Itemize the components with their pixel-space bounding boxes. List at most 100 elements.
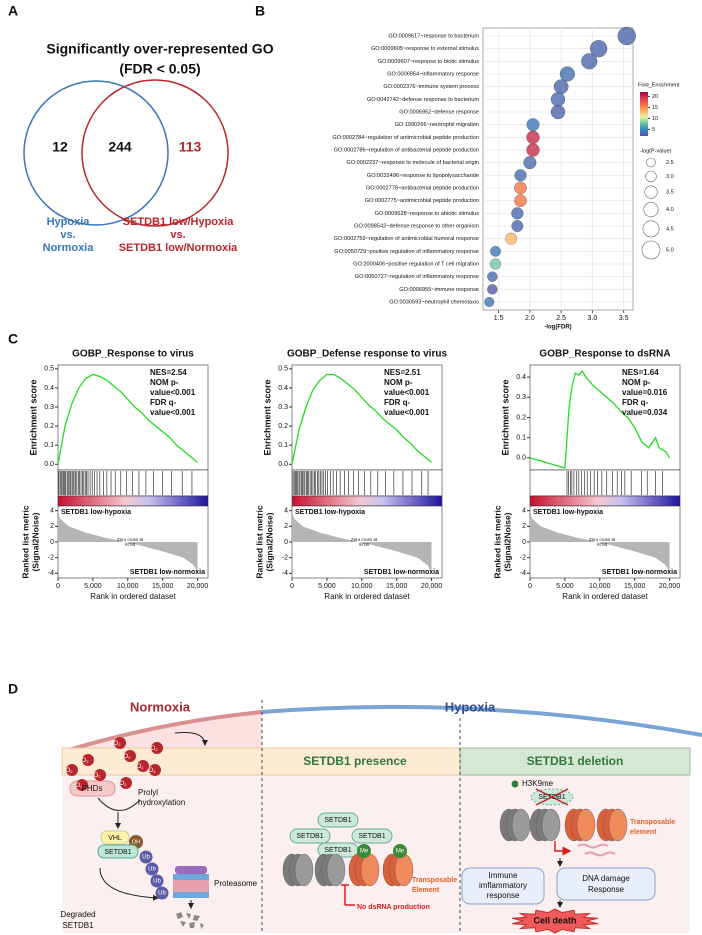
nucleosome [326,853,346,887]
o2-label: O2 [76,783,84,789]
dna-label: Response [588,885,625,894]
bubble [550,104,566,120]
ranking-heatbar [57,495,209,507]
category-label: GO:0009607~response to biotic stimulus [378,59,479,65]
inhibition [341,884,355,906]
oh-label: OH [132,839,140,845]
zero-cross: Zero cross at [117,537,144,542]
category-label: GO:0002759~regulation of antimicrobial h… [334,236,479,242]
bubble [487,284,498,295]
y-tick-label: 4 [522,508,526,515]
immune-label: Immune [489,871,518,880]
y-tick-label: 0.5 [44,366,54,373]
bubble [514,194,527,207]
x-tick-label: 3.5 [619,315,629,322]
setdb1-pill [97,844,139,859]
category-label: GO:0009605~response to external stimulus [371,46,479,52]
y-axis-label: Ranked list metric [254,505,264,578]
panel-label: A [8,3,18,19]
o2-symbol: O [76,783,81,789]
colorbar-label: 15 [652,105,658,111]
dna-box [556,867,656,901]
category-label: GO:0032496~response to lipopolysaccharid… [367,173,479,179]
te-label: Transposable [630,819,675,826]
x-tick-label: 20,000 [187,583,209,590]
gsea-stat: NOM p- [150,378,179,387]
x-tick-label: 5,000 [84,583,102,590]
y-tick-label: 0.0 [278,461,288,468]
fragment [176,912,183,919]
gsea-stat: value<0.001 [384,408,430,417]
gsea-stat: value<0.001 [150,408,196,417]
x-tick-label: 5,000 [318,583,336,590]
y-tick-label: 0.4 [44,385,54,392]
category-label: GO:0042742~defense response to bacterium [367,97,479,103]
venn-circle-right [81,79,229,227]
prolyl-label: hydroxylation [138,798,185,807]
gsea-stat: NES=2.51 [384,368,421,377]
band-title: SETDB1 deletion [527,754,624,768]
bubble [523,156,537,170]
gsea-stat: value<0.001 [150,388,196,397]
venn-count: 12 [52,139,68,155]
x-tick-label: 3.0 [588,315,598,322]
phenotype-label: SETDB1 low-hypoxia [533,509,603,516]
panel-label: D [8,681,18,697]
o2-circle [137,760,149,772]
venn-label: Normoxia [43,242,95,254]
o2-label: O2 [151,746,159,752]
setdb1-label: SETDB1 [104,849,131,856]
bubble [505,232,518,245]
prolyl-label: Prolyl [138,788,158,797]
nucleosome [294,853,314,887]
ub-circle [145,862,159,876]
o2-label: O2 [114,741,122,747]
metric-area [58,510,198,574]
venn-title: Significantly over-represented GO [46,41,273,57]
metric-area [292,510,432,574]
proteasome-ring [173,892,209,898]
rna [577,843,616,857]
bubble [526,118,540,132]
setdb1-label: SETDB1 [324,817,351,824]
o2-symbol: O [151,746,156,752]
phenotype-label: SETDB1 low-normoxia [602,569,677,576]
nucleosomes [282,808,628,887]
immune-box [461,867,545,905]
o2-label: O2 [149,768,157,774]
o2-symbol: O [124,754,129,760]
x-tick-label: 1.5 [494,315,504,322]
venn-label: SETDB1 low/Hypoxia [123,216,235,228]
cell-death-label: Cell death [533,915,576,925]
gsea-stat: NOM p- [384,378,413,387]
size-legend-circle [645,170,657,183]
o2-subscript: 2 [141,765,144,770]
y-axis-label: Ranked list metric [492,505,502,578]
bubble [590,40,608,58]
o2-label: O2 [120,781,128,787]
me-circle [357,844,371,858]
plot-title: GOBP_Response to virus [72,349,194,360]
x-tick-label: 10,000 [589,583,611,590]
legend-title: Fold_Enrichment [638,82,680,88]
category-label: GO:0006952~defense response [399,109,479,115]
x-tick-label: 20,000 [421,583,443,590]
size-legend-label: 4.5 [666,226,674,232]
es-line [291,373,432,465]
x-tick-label: 15,000 [152,583,174,590]
y-tick-label: -2 [48,554,54,561]
colorbar-label: 20 [652,94,658,100]
y-tick-label: 0.2 [44,423,54,430]
o2-circle [151,742,163,754]
x-tick-label: 2.0 [525,315,535,322]
phenotype-label: SETDB1 low-hypoxia [61,509,131,516]
o2-label: O2 [66,768,74,774]
o2-circle [124,750,136,762]
category-label: GO:0009628~response to abiotic stimulus [375,211,480,217]
gsea-stat: value=0.016 [622,388,668,397]
category-label: GO:0002778~antibacterial peptide product… [366,185,479,191]
fragment [180,921,186,927]
y-tick-label: 0.4 [516,374,526,381]
o2-circle [94,769,106,781]
x-tick-label: 5,000 [556,583,574,590]
